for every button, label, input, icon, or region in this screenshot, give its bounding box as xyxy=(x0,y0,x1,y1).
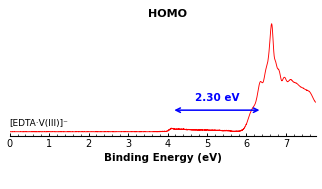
Text: HOMO: HOMO xyxy=(148,9,187,19)
Text: [EDTA·V(III)]⁻: [EDTA·V(III)]⁻ xyxy=(9,119,68,128)
X-axis label: Binding Energy (eV): Binding Energy (eV) xyxy=(104,153,222,163)
Text: 2.30 eV: 2.30 eV xyxy=(194,93,239,103)
